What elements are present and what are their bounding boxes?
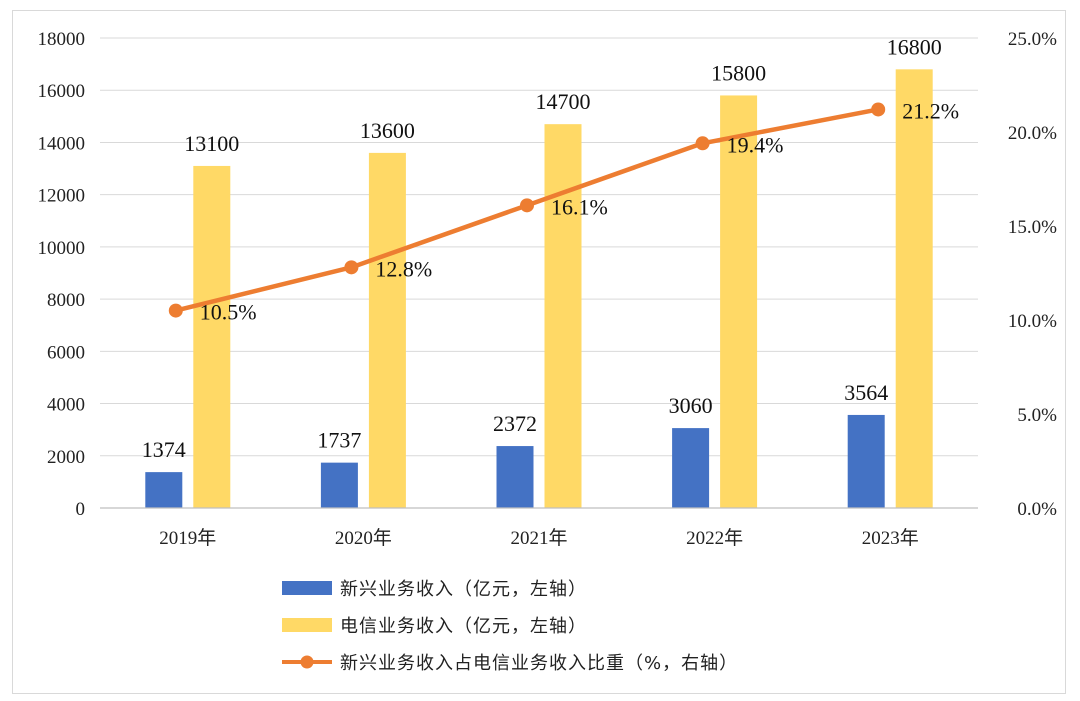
- bar-emerging-revenue: [145, 472, 183, 508]
- bars: [145, 69, 933, 509]
- legend-swatch-emerging: [282, 581, 332, 595]
- data-label-telecom: 13600: [360, 118, 415, 143]
- left-axis-tick-label: 0: [76, 499, 86, 520]
- left-axis-tick-label: 4000: [47, 395, 85, 416]
- data-label-ratio: 19.4%: [727, 132, 784, 157]
- left-axis-tick-label: 6000: [47, 342, 85, 363]
- ratio-point: [520, 198, 534, 213]
- legend-swatch-telecom: [282, 618, 332, 632]
- left-axis-tick-label: 16000: [38, 81, 86, 102]
- data-label-ratio: 21.2%: [902, 98, 959, 123]
- right-axis-tick-label: 10.0%: [1008, 311, 1057, 332]
- left-axis-tick-label: 2000: [47, 447, 85, 468]
- data-label-emerging: 1374: [142, 437, 186, 462]
- data-label-emerging: 3060: [669, 393, 713, 418]
- left-axis-tick-label: 8000: [47, 290, 85, 311]
- x-axis-tick-label: 2022年: [686, 527, 743, 549]
- right-axis-tick-label: 0.0%: [1017, 499, 1057, 520]
- right-axis-tick-label: 25.0%: [1008, 29, 1057, 50]
- bar-emerging-revenue: [320, 462, 358, 508]
- bar-telecom-revenue: [720, 95, 758, 508]
- bar-telecom-revenue: [895, 69, 933, 508]
- ratio-point: [344, 260, 359, 275]
- bar-emerging-revenue: [847, 414, 885, 508]
- data-label-telecom: 16800: [887, 34, 942, 59]
- bar-telecom-revenue: [193, 165, 231, 508]
- x-axis-tick-label: 2020年: [335, 527, 392, 549]
- chart-frame: [12, 10, 1066, 694]
- bar-emerging-revenue: [496, 446, 534, 508]
- legend-label-telecom: 电信业务收入（亿元，左轴）: [340, 616, 587, 637]
- data-label-emerging: 1737: [317, 428, 361, 453]
- legend-label-ratio: 新兴业务收入占电信业务收入比重（%，右轴）: [340, 653, 738, 674]
- data-label-telecom: 14700: [536, 89, 591, 114]
- legend-marker-ratio: [300, 655, 314, 669]
- left-axis-tick-label: 14000: [38, 133, 86, 154]
- legend-label-emerging: 新兴业务收入（亿元，左轴）: [340, 579, 587, 600]
- legend: 新兴业务收入（亿元，左轴） 电信业务收入（亿元，左轴） 新兴业务收入占电信业务收…: [282, 579, 738, 674]
- data-label-ratio: 12.8%: [375, 256, 432, 281]
- axes: 0 2000 4000 6000 8000 10000 12000 14000 16000 180…: [38, 29, 1058, 549]
- ratio-point: [168, 303, 183, 318]
- bar-telecom-revenue: [544, 124, 582, 509]
- bar-emerging-revenue: [672, 428, 710, 508]
- data-label-telecom: 13100: [184, 131, 239, 156]
- ratio-line: [168, 102, 886, 318]
- right-axis-tick-label: 20.0%: [1008, 123, 1057, 144]
- data-label-ratio: 16.1%: [551, 194, 608, 219]
- x-axis-tick-label: 2023年: [862, 527, 919, 549]
- gridlines: [100, 37, 978, 457]
- x-axis-tick-label: 2021年: [510, 527, 567, 549]
- right-axis-tick-label: 5.0%: [1017, 405, 1057, 426]
- ratio-point: [695, 136, 710, 151]
- bar-telecom-revenue: [368, 152, 406, 508]
- data-label-telecom: 15800: [711, 60, 766, 85]
- left-axis-tick-label: 10000: [38, 238, 86, 259]
- left-axis-tick-label: 18000: [38, 29, 86, 50]
- right-axis-tick-label: 15.0%: [1008, 217, 1057, 238]
- x-axis-tick-label: 2019年: [159, 527, 216, 549]
- ratio-point: [871, 102, 886, 117]
- data-label-emerging: 2372: [493, 411, 537, 436]
- data-label-emerging: 3564: [844, 380, 888, 405]
- data-label-ratio: 10.5%: [200, 300, 257, 325]
- data-labels: 1374 1737 2372 3060 3564 13100 13600 14700 15800…: [142, 34, 959, 462]
- left-axis-tick-label: 12000: [38, 186, 86, 207]
